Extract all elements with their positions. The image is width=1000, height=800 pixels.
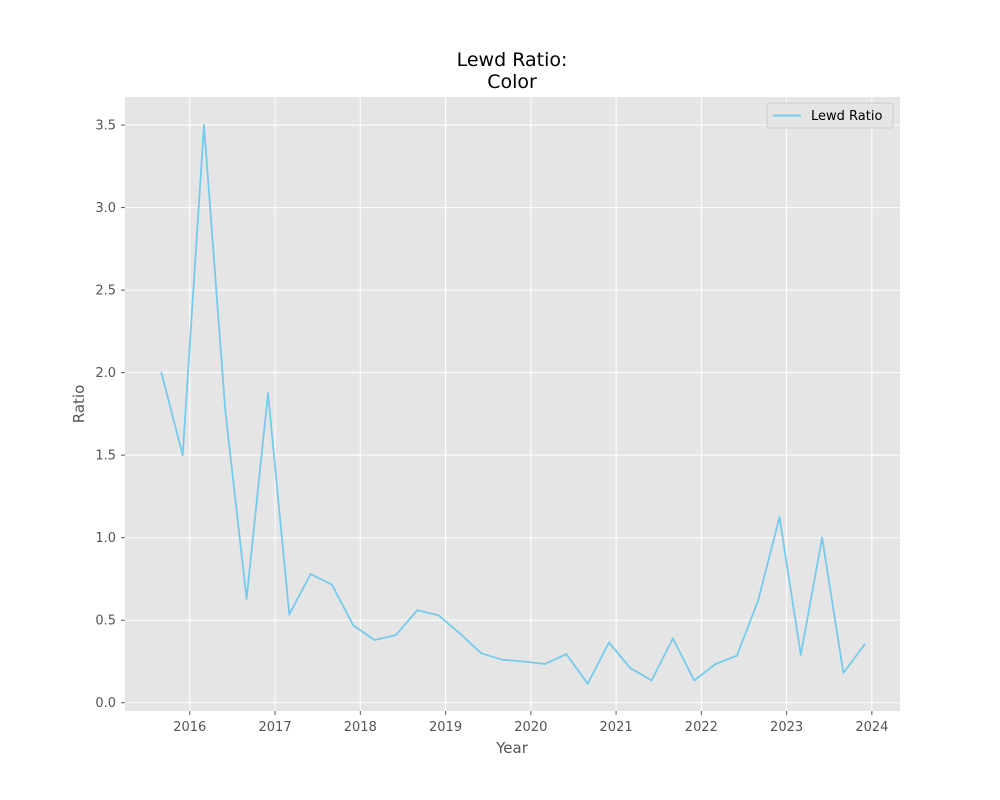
x-tick-label: 2024 <box>855 720 888 735</box>
x-tick-label: 2016 <box>173 720 206 735</box>
x-tick-label: 2020 <box>514 720 547 735</box>
y-axis-ticks: 0.0 0.5 1.0 1.5 2.0 2.5 3.0 3.5 <box>95 119 125 711</box>
data-point <box>842 672 845 674</box>
data-point <box>203 124 205 126</box>
data-point <box>331 583 333 586</box>
y-tick-label: 3.5 <box>95 119 116 134</box>
x-axis-ticks: 2016 2017 2018 2019 2020 2021 2022 2023 2024 <box>173 711 888 735</box>
data-point <box>352 624 355 627</box>
data-point <box>394 634 397 636</box>
chart-title: Lewd Ratio: <box>457 49 568 71</box>
data-point <box>863 643 866 646</box>
y-tick-label: 0.0 <box>95 696 116 711</box>
data-point <box>160 371 163 374</box>
x-tick-label: 2022 <box>685 720 718 735</box>
data-point <box>565 653 568 655</box>
data-point <box>267 392 269 395</box>
data-point <box>672 637 674 640</box>
data-point <box>629 667 632 669</box>
data-point <box>544 663 546 665</box>
legend-box <box>766 102 894 129</box>
data-point <box>608 641 610 644</box>
plot-area <box>125 97 900 711</box>
data-point <box>416 609 419 612</box>
data-point <box>245 597 248 600</box>
series-line <box>160 124 866 685</box>
y-tick-label: 3.0 <box>95 201 116 216</box>
data-point <box>778 516 781 518</box>
data-point <box>181 454 184 457</box>
data-point <box>586 682 589 685</box>
data-point <box>650 679 653 682</box>
legend-label: Lewd Ratio <box>811 109 882 124</box>
y-tick-label: 2.0 <box>95 366 116 381</box>
x-tick-label: 2021 <box>600 720 633 735</box>
data-point <box>821 536 823 539</box>
data-point <box>757 599 760 602</box>
chart-subtitle: Color <box>487 71 537 93</box>
data-point <box>437 614 440 617</box>
x-tick-label: 2018 <box>344 720 377 735</box>
x-axis-label: Year <box>495 739 529 757</box>
y-axis-label: Ratio <box>70 385 88 424</box>
data-point <box>714 663 717 665</box>
data-point <box>522 660 525 663</box>
legend: Lewd Ratio <box>766 102 894 129</box>
data-point <box>480 652 482 655</box>
grid-lines <box>125 97 900 711</box>
x-tick-label: 2017 <box>259 720 292 735</box>
y-tick-label: 0.5 <box>95 614 116 629</box>
y-tick-label: 1.5 <box>95 449 116 464</box>
y-tick-label: 1.0 <box>95 531 116 546</box>
data-point <box>693 679 696 682</box>
series-layer <box>160 124 866 685</box>
y-tick-label: 2.5 <box>95 284 116 299</box>
data-point <box>224 409 227 412</box>
x-tick-label: 2023 <box>770 720 803 735</box>
data-point <box>736 654 738 657</box>
x-tick-label: 2019 <box>429 720 462 735</box>
data-point <box>373 639 376 641</box>
data-point <box>799 654 802 656</box>
data-point <box>288 613 291 616</box>
data-point <box>501 658 504 661</box>
data-point <box>458 632 461 635</box>
data-point <box>309 573 312 575</box>
